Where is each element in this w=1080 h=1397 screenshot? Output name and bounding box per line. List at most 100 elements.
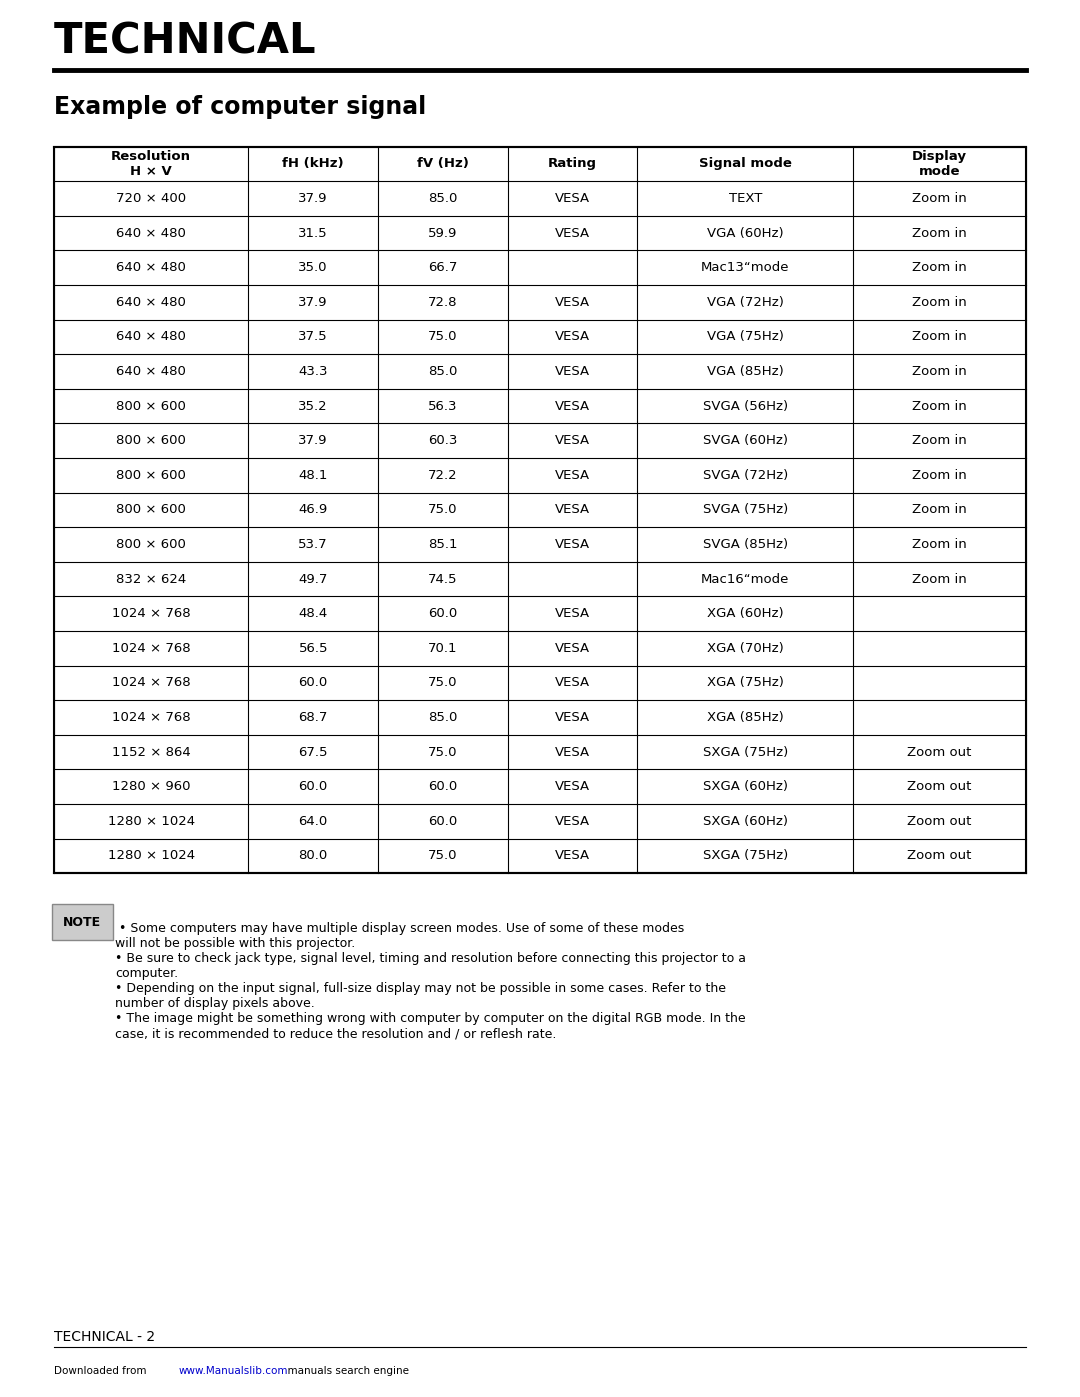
Text: 85.0: 85.0 <box>428 711 458 724</box>
Text: Zoom in: Zoom in <box>913 226 967 240</box>
Text: fH (kHz): fH (kHz) <box>282 158 345 170</box>
Text: 48.4: 48.4 <box>298 608 328 620</box>
Text: VESA: VESA <box>555 711 590 724</box>
Text: SVGA (56Hz): SVGA (56Hz) <box>703 400 787 412</box>
Text: 53.7: 53.7 <box>298 538 328 550</box>
Text: VESA: VESA <box>555 849 590 862</box>
Text: 1024 × 768: 1024 × 768 <box>112 676 190 689</box>
Text: Zoom in: Zoom in <box>913 191 967 205</box>
Text: 70.1: 70.1 <box>428 641 458 655</box>
Text: 1024 × 768: 1024 × 768 <box>112 641 190 655</box>
Text: Zoom out: Zoom out <box>907 814 972 828</box>
Text: VESA: VESA <box>555 814 590 828</box>
Text: 60.3: 60.3 <box>428 434 458 447</box>
Text: 60.0: 60.0 <box>298 780 328 793</box>
Text: VESA: VESA <box>555 469 590 482</box>
Text: VESA: VESA <box>555 608 590 620</box>
Text: Zoom in: Zoom in <box>913 261 967 274</box>
Text: Zoom in: Zoom in <box>913 573 967 585</box>
Text: Zoom out: Zoom out <box>907 746 972 759</box>
Text: 75.0: 75.0 <box>428 503 458 517</box>
Text: SXGA (60Hz): SXGA (60Hz) <box>703 814 787 828</box>
Text: 60.0: 60.0 <box>428 814 458 828</box>
Text: 37.9: 37.9 <box>298 434 328 447</box>
Text: 48.1: 48.1 <box>298 469 328 482</box>
Text: 75.0: 75.0 <box>428 746 458 759</box>
Text: Resolution
H × V: Resolution H × V <box>111 149 191 177</box>
Text: XGA (75Hz): XGA (75Hz) <box>706 676 784 689</box>
Text: VESA: VESA <box>555 746 590 759</box>
Text: 720 × 400: 720 × 400 <box>117 191 186 205</box>
Text: 1280 × 1024: 1280 × 1024 <box>108 814 194 828</box>
Text: VESA: VESA <box>555 226 590 240</box>
Text: 60.0: 60.0 <box>428 780 458 793</box>
Text: 80.0: 80.0 <box>298 849 328 862</box>
Text: 68.7: 68.7 <box>298 711 328 724</box>
FancyBboxPatch shape <box>52 904 113 940</box>
Text: Zoom in: Zoom in <box>913 296 967 309</box>
Text: Zoom out: Zoom out <box>907 780 972 793</box>
Text: Zoom in: Zoom in <box>913 365 967 379</box>
Text: 1024 × 768: 1024 × 768 <box>112 711 190 724</box>
Text: Rating: Rating <box>548 158 597 170</box>
Text: VESA: VESA <box>555 331 590 344</box>
Text: Downloaded from: Downloaded from <box>54 1366 150 1376</box>
Text: 72.8: 72.8 <box>428 296 458 309</box>
Text: 1280 × 1024: 1280 × 1024 <box>108 849 194 862</box>
Text: 800 × 600: 800 × 600 <box>117 538 186 550</box>
Text: VGA (75Hz): VGA (75Hz) <box>706 331 784 344</box>
Text: 800 × 600: 800 × 600 <box>117 503 186 517</box>
Text: 49.7: 49.7 <box>298 573 328 585</box>
Text: 640 × 480: 640 × 480 <box>117 261 186 274</box>
Text: Mac16“mode: Mac16“mode <box>701 573 789 585</box>
Text: 800 × 600: 800 × 600 <box>117 400 186 412</box>
Text: SXGA (75Hz): SXGA (75Hz) <box>703 849 787 862</box>
Text: 56.3: 56.3 <box>428 400 458 412</box>
Text: 800 × 600: 800 × 600 <box>117 469 186 482</box>
Text: XGA (85Hz): XGA (85Hz) <box>706 711 784 724</box>
Text: 35.2: 35.2 <box>298 400 328 412</box>
Text: SVGA (60Hz): SVGA (60Hz) <box>703 434 787 447</box>
Text: SVGA (75Hz): SVGA (75Hz) <box>703 503 787 517</box>
Text: 43.3: 43.3 <box>298 365 328 379</box>
Text: Zoom in: Zoom in <box>913 503 967 517</box>
Text: VESA: VESA <box>555 400 590 412</box>
Text: VESA: VESA <box>555 296 590 309</box>
Text: Zoom out: Zoom out <box>907 849 972 862</box>
Text: XGA (60Hz): XGA (60Hz) <box>707 608 783 620</box>
Text: SXGA (60Hz): SXGA (60Hz) <box>703 780 787 793</box>
Text: www.Manualslib.com: www.Manualslib.com <box>178 1366 287 1376</box>
Text: VGA (85Hz): VGA (85Hz) <box>706 365 784 379</box>
Text: 56.5: 56.5 <box>298 641 328 655</box>
Text: Mac13“mode: Mac13“mode <box>701 261 789 274</box>
Text: 640 × 480: 640 × 480 <box>117 365 186 379</box>
Text: VGA (60Hz): VGA (60Hz) <box>707 226 783 240</box>
Text: 31.5: 31.5 <box>298 226 328 240</box>
Text: 74.5: 74.5 <box>428 573 458 585</box>
Text: VESA: VESA <box>555 641 590 655</box>
Text: 67.5: 67.5 <box>298 746 328 759</box>
Text: Display
mode: Display mode <box>913 149 967 177</box>
Text: VGA (72Hz): VGA (72Hz) <box>706 296 784 309</box>
Text: fV (Hz): fV (Hz) <box>417 158 469 170</box>
Text: VESA: VESA <box>555 780 590 793</box>
Text: VESA: VESA <box>555 538 590 550</box>
Text: 85.0: 85.0 <box>428 191 458 205</box>
Text: NOTE: NOTE <box>64 915 102 929</box>
Text: 1280 × 960: 1280 × 960 <box>112 780 190 793</box>
Text: 37.9: 37.9 <box>298 191 328 205</box>
Text: 72.2: 72.2 <box>428 469 458 482</box>
Text: 85.1: 85.1 <box>428 538 458 550</box>
Text: 60.0: 60.0 <box>298 676 328 689</box>
Text: 64.0: 64.0 <box>298 814 328 828</box>
Text: 37.5: 37.5 <box>298 331 328 344</box>
Text: Zoom in: Zoom in <box>913 538 967 550</box>
Text: SVGA (85Hz): SVGA (85Hz) <box>703 538 787 550</box>
Text: VESA: VESA <box>555 191 590 205</box>
Text: VESA: VESA <box>555 434 590 447</box>
Text: 66.7: 66.7 <box>428 261 458 274</box>
Text: Example of computer signal: Example of computer signal <box>54 95 427 119</box>
Text: 640 × 480: 640 × 480 <box>117 331 186 344</box>
Text: 640 × 480: 640 × 480 <box>117 296 186 309</box>
Text: 37.9: 37.9 <box>298 296 328 309</box>
